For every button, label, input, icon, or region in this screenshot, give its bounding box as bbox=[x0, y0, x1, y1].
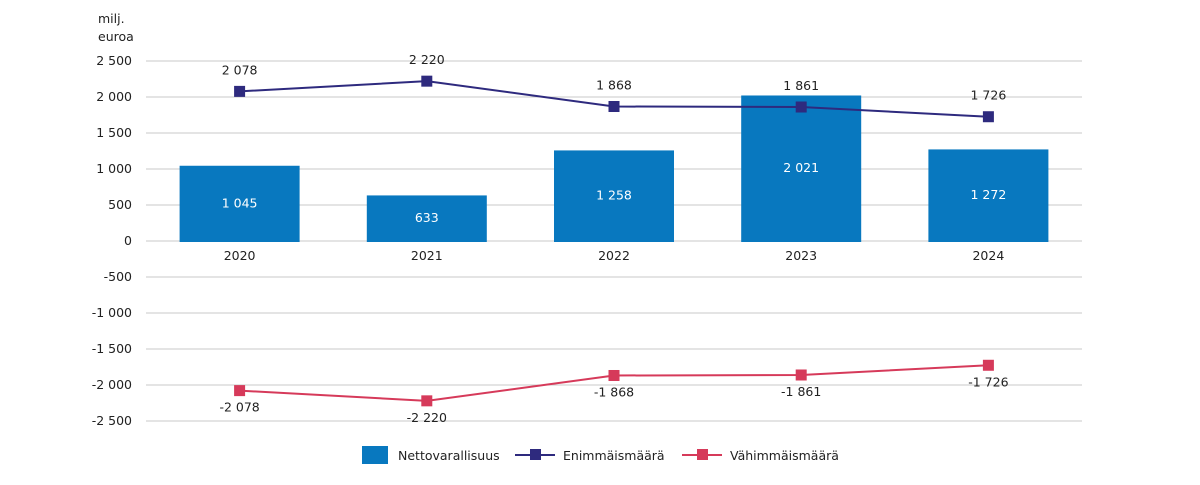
legend-item-nettovarallisuus[interactable]: Nettovarallisuus bbox=[362, 443, 500, 467]
line-point-marker bbox=[795, 369, 807, 381]
legend-label-vahimmaismaara: Vähimmäismäärä bbox=[730, 447, 839, 463]
legend-label-nettovarallisuus: Nettovarallisuus bbox=[398, 447, 500, 463]
y-tick-label: 0 bbox=[124, 233, 132, 248]
legend-marker-square bbox=[697, 449, 708, 460]
bar-data-label: 1 272 bbox=[971, 187, 1007, 202]
line-data-label: 1 861 bbox=[783, 78, 819, 93]
bar bbox=[179, 165, 300, 242]
bar bbox=[928, 149, 1049, 242]
line-data-label: 1 868 bbox=[596, 78, 632, 93]
y-tick-label: -1 500 bbox=[92, 341, 132, 356]
line-point-marker bbox=[234, 85, 246, 97]
legend-swatch-bar bbox=[362, 446, 388, 464]
line-point-marker bbox=[608, 101, 620, 113]
legend-label-enimmaismaara: Enimmäismäärä bbox=[563, 447, 665, 463]
bar bbox=[366, 195, 487, 242]
x-tick-label: 2023 bbox=[785, 248, 817, 263]
y-tick-label: 1 000 bbox=[96, 161, 132, 176]
x-tick-label: 2022 bbox=[598, 248, 630, 263]
x-tick-label: 2024 bbox=[972, 248, 1004, 263]
bar-data-label: 633 bbox=[415, 210, 439, 225]
bar bbox=[741, 95, 862, 242]
y-tick-label: 1 500 bbox=[96, 125, 132, 140]
line-point-marker bbox=[421, 75, 433, 87]
line-point-marker bbox=[608, 369, 620, 381]
y-tick-label: -1 000 bbox=[92, 305, 132, 320]
bar-data-label: 1 258 bbox=[596, 188, 632, 203]
y-tick-label: -500 bbox=[104, 269, 132, 284]
x-tick-label: 2021 bbox=[411, 248, 443, 263]
line-data-label: -2 220 bbox=[407, 410, 447, 425]
y-tick-label: -2 500 bbox=[92, 413, 132, 428]
bar bbox=[554, 150, 674, 242]
line-point-marker bbox=[795, 101, 807, 113]
line-point-marker bbox=[421, 395, 433, 407]
unit-label-line2: euroa bbox=[98, 29, 134, 44]
y-tick-label: -2 000 bbox=[92, 377, 132, 392]
line-data-label: -1 726 bbox=[968, 374, 1008, 389]
y-tick-label: 2 000 bbox=[96, 89, 132, 104]
legend-item-vahimmaismaara[interactable]: Vähimmäismäärä bbox=[682, 443, 839, 467]
unit-label-line1: milj. bbox=[98, 11, 125, 26]
legend-line-vahimmaismaara bbox=[682, 449, 722, 460]
line-point-marker bbox=[234, 385, 246, 397]
legend-item-enimmaismaara[interactable]: Enimmäismäärä bbox=[515, 443, 665, 467]
y-tick-label: 500 bbox=[108, 197, 132, 212]
legend-line-enimmaismaara bbox=[515, 449, 555, 460]
bar-data-label: 1 045 bbox=[222, 195, 258, 210]
line-data-label: 2 220 bbox=[409, 52, 445, 67]
line-data-label: 1 726 bbox=[971, 88, 1007, 103]
line-data-label: -1 868 bbox=[594, 384, 634, 399]
line-data-label: -1 861 bbox=[781, 384, 821, 399]
y-tick-label: 2 500 bbox=[96, 53, 132, 68]
x-tick-label: 2020 bbox=[224, 248, 256, 263]
line-point-marker bbox=[982, 111, 994, 123]
line-data-label: 2 078 bbox=[222, 62, 258, 77]
line-point-marker bbox=[982, 359, 994, 371]
legend-marker-square bbox=[530, 449, 541, 460]
line-data-label: -2 078 bbox=[219, 400, 259, 415]
legend: Nettovarallisuus Enimmäismäärä Vähimmäis… bbox=[0, 443, 1200, 467]
bar-data-label: 2 021 bbox=[783, 160, 819, 175]
